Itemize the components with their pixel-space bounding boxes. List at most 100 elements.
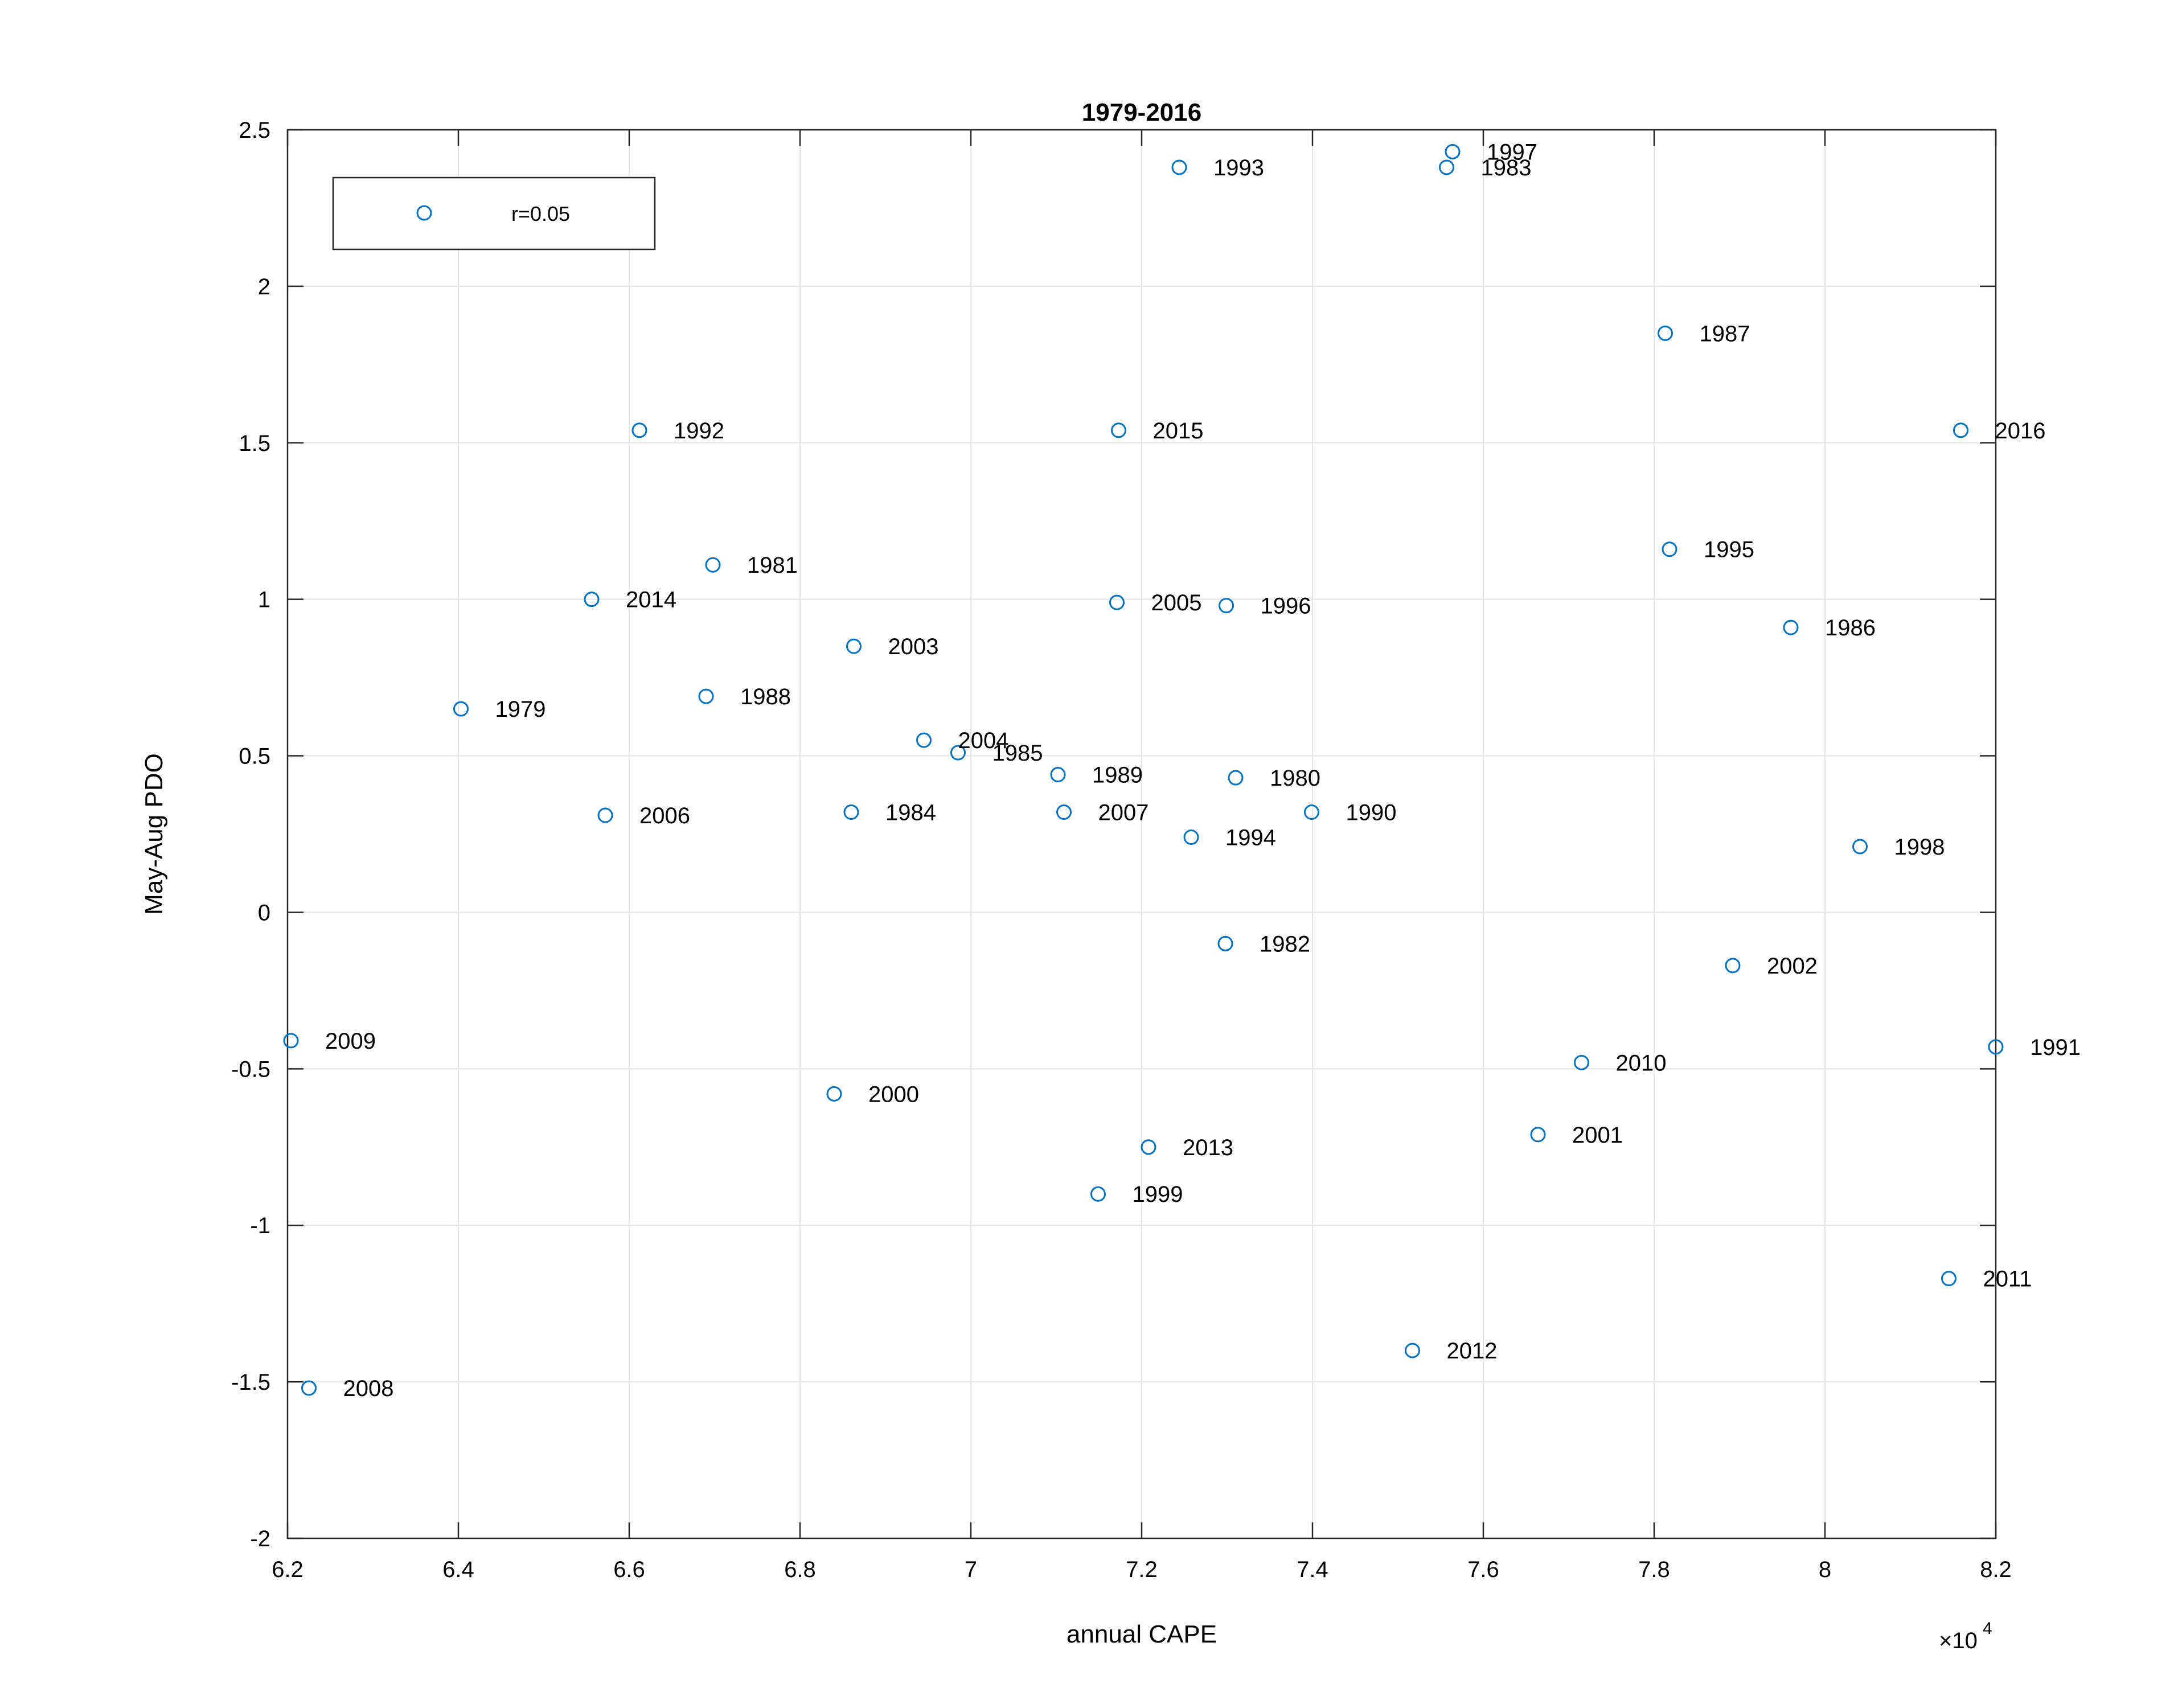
data-point-marker — [1941, 1271, 1956, 1287]
data-point-label: 2004 — [958, 728, 1009, 753]
data-point-label: 1986 — [1825, 615, 1876, 640]
data-point-marker — [1111, 422, 1126, 438]
data-point-marker — [826, 1086, 842, 1102]
data-point-label: 1985 — [992, 741, 1043, 766]
data-point-marker — [1217, 935, 1233, 951]
data-point-marker — [1228, 770, 1244, 786]
data-point-marker — [1183, 829, 1199, 845]
data-point-label: 2003 — [888, 634, 939, 659]
data-point-marker — [1988, 1039, 2004, 1055]
data-point-label: 2005 — [1151, 590, 1202, 615]
data-point-label: 1982 — [1260, 931, 1310, 956]
data-point-marker — [283, 1033, 299, 1049]
data-point-label: 2007 — [1098, 800, 1149, 826]
data-point-marker — [597, 807, 613, 823]
axis-ticks — [286, 129, 1997, 1539]
data-point-label: 2011 — [1983, 1267, 2032, 1292]
data-point-label: 1987 — [1700, 321, 1750, 346]
data-point-marker — [1171, 159, 1187, 175]
legend-marker — [416, 205, 432, 221]
data-point-marker — [950, 745, 966, 761]
data-point-marker — [453, 701, 469, 717]
y-tick-label: 1.5 — [239, 431, 270, 456]
data-point-label: 1983 — [1481, 155, 1532, 180]
data-point-labels: 1979 1980 1981 1982 1983 1984 1985 1986 1987 1988… — [325, 139, 2081, 1401]
x-tick-label: 7 — [965, 1557, 977, 1582]
data-point-marker — [1304, 804, 1319, 820]
y-tick-label: -1.5 — [231, 1370, 270, 1395]
x-tick-label: 6.4 — [442, 1557, 474, 1582]
data-point-marker — [1725, 958, 1741, 974]
data-point-marker — [1405, 1342, 1420, 1358]
data-point-marker — [705, 557, 721, 573]
data-point-label: 1995 — [1704, 537, 1754, 563]
data-point-label: 1980 — [1270, 766, 1320, 791]
data-point-label: 2016 — [1995, 418, 2046, 444]
x-axis-label: annual CAPE — [1067, 1620, 1217, 1648]
data-point-marker — [846, 638, 862, 654]
x-tick-label: 6.8 — [784, 1557, 816, 1582]
data-point-label: 1997 — [1487, 139, 1537, 165]
data-point-marker — [698, 688, 714, 704]
data-point-label: 2006 — [639, 803, 690, 828]
data-point-label: 1992 — [674, 418, 724, 444]
x-tick-label: 7.8 — [1638, 1557, 1670, 1582]
data-point-marker — [631, 422, 647, 438]
x-tick-label: 7.6 — [1467, 1557, 1499, 1582]
data-point-label: 1979 — [495, 697, 546, 722]
data-point-marker — [301, 1380, 317, 1396]
y-tick-label: -1 — [250, 1213, 270, 1238]
data-point-label: 2014 — [626, 588, 676, 613]
x-tick-label: 8 — [1819, 1557, 1831, 1582]
data-point-label: 2013 — [1183, 1135, 1233, 1160]
data-point-label: 2001 — [1572, 1123, 1623, 1148]
data-point-marker — [1445, 143, 1461, 159]
y-tick-label: 0.5 — [239, 744, 270, 769]
data-point-marker — [843, 804, 859, 820]
data-point-marker — [1141, 1139, 1156, 1155]
data-points — [283, 143, 2004, 1396]
data-point-label: 1989 — [1092, 763, 1143, 788]
data-point-label: 2012 — [1447, 1339, 1498, 1364]
data-point-marker — [1662, 541, 1677, 557]
x-tick-label: 6.2 — [272, 1557, 303, 1582]
data-point-marker — [1953, 422, 1968, 438]
data-point-marker — [1219, 598, 1234, 614]
data-point-marker — [1050, 767, 1066, 783]
data-point-label: 2010 — [1616, 1050, 1667, 1075]
data-point-label: 1988 — [740, 684, 791, 709]
x-tick-label: 8.2 — [1980, 1557, 2012, 1582]
y-tick-label: 2 — [258, 274, 270, 299]
data-point-marker — [1056, 804, 1072, 820]
data-point-label: 2008 — [343, 1376, 394, 1401]
data-point-label: 2002 — [1767, 954, 1818, 979]
y-tick-label: -2 — [250, 1526, 270, 1551]
data-point-marker — [1658, 325, 1673, 341]
data-point-marker — [1109, 594, 1125, 610]
x-tick-label: 7.2 — [1126, 1557, 1158, 1582]
data-point-marker — [916, 732, 932, 748]
data-point-label: 1999 — [1133, 1182, 1183, 1207]
data-point-label: 2000 — [868, 1082, 919, 1107]
data-point-marker — [1439, 159, 1454, 175]
chart-title: 1979-2016 — [1082, 98, 1201, 126]
x-tick-label: 6.6 — [613, 1557, 645, 1582]
data-point-label: 2015 — [1153, 418, 1204, 444]
y-tick-label: 1 — [258, 588, 270, 613]
data-point-label: 2009 — [325, 1029, 376, 1054]
x-tick-label: 7.4 — [1297, 1557, 1328, 1582]
data-point-label: 1984 — [885, 800, 936, 826]
legend: r=0.05 — [332, 176, 656, 251]
data-point-label: 1991 — [2030, 1035, 2081, 1060]
data-point-label: 1981 — [747, 553, 798, 578]
x-exponent-label: ×10 — [1939, 1628, 1978, 1653]
data-point-marker — [584, 592, 600, 607]
y-tick-labels: -2 -1.5 -1 -0.5 0 0.5 1 1.5 2 2.5 — [231, 118, 270, 1551]
legend-box — [332, 176, 656, 251]
data-point-marker — [1530, 1127, 1546, 1143]
data-point-marker — [1852, 839, 1868, 855]
data-point-marker — [1574, 1054, 1589, 1070]
data-point-marker — [1783, 619, 1799, 635]
